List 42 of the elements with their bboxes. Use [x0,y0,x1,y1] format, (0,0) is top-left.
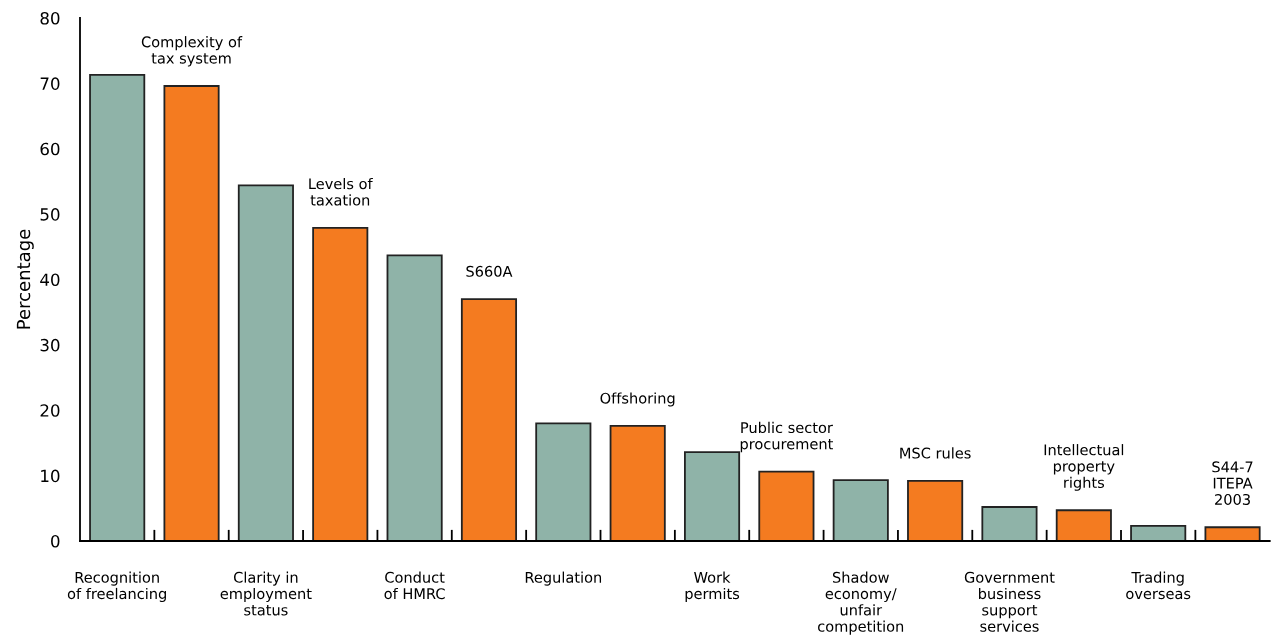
bar [832,479,889,541]
bar [1130,525,1187,541]
bar [163,85,220,541]
y-tick-label: 40 [40,273,60,287]
x-tick-label: Government business support services [964,571,1055,632]
bar [683,451,741,541]
y-tick-label: 30 [40,338,60,352]
x-tick-label: Conduct of HMRC [384,571,445,600]
bar [312,226,369,541]
y-tick-label: 70 [40,77,60,90]
bar [981,506,1038,541]
y-tick-label: 50 [40,208,60,221]
y-tick-label: 60 [40,142,60,156]
x-tick-label: S44-7 ITEPA 2003 [1212,461,1253,505]
y-tick-label: 80 [40,11,60,25]
bar [609,425,666,541]
bar [907,479,964,541]
x-tick-label: Recognition of freelancing [67,571,166,602]
y-axis-title: Percentage [16,229,34,329]
x-tick-label: Regulation [525,571,602,586]
x-tick-label: Trading overseas [1126,571,1191,600]
bar [1055,509,1112,541]
x-tick-label: S660A [466,265,513,277]
bar [758,470,815,541]
x-tick-label: Shadow economy/ unfair competition [818,571,904,635]
y-tick-label: 0 [51,534,60,548]
x-tick-label: Complexity of tax system [141,36,243,67]
y-tick-label: 10 [41,469,60,483]
x-tick-label: Offshoring [600,392,675,407]
bar [237,184,294,541]
x-tick-label: Public sector procurement [740,421,833,453]
x-tick-label: Intellectual property rights [1044,444,1124,491]
bar [89,73,146,541]
bar [535,422,592,541]
bar [386,254,443,541]
y-tick-label: 20 [40,404,60,417]
bar [460,298,518,541]
x-tick-label: Work permits [685,571,740,602]
x-tick-label: Levels of taxation [309,177,373,206]
x-tick-label: MSC rules [900,447,971,459]
bar [1204,526,1261,541]
x-tick-label: Clarity in employment status [220,571,312,616]
